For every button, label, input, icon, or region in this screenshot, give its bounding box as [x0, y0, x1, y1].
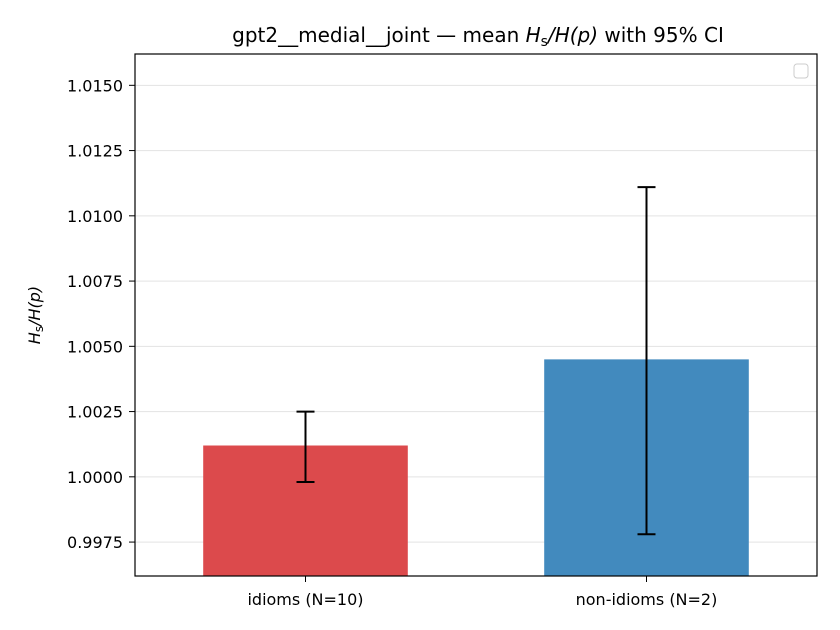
bars	[203, 359, 749, 576]
y-axis-label: Hs/H(p)	[25, 286, 46, 344]
y-tick-label: 0.9975	[67, 533, 123, 552]
error-bars	[296, 186, 656, 536]
x-axis-ticks: idioms (N=10) non-idioms (N=2)	[247, 576, 717, 609]
legend-frame	[793, 63, 809, 79]
y-axis-ticks: 0.9975 1.0000 1.0025 1.0050 1.0075 1.0100 1.01…	[67, 76, 135, 552]
y-tick-label: 1.0000	[67, 468, 123, 487]
plot-frame	[134, 53, 818, 577]
y-tick-label: 1.0125	[67, 142, 123, 161]
y-tick-label: 1.0075	[67, 272, 123, 291]
y-tick-label: 1.0100	[67, 207, 123, 226]
y-tick-label: 1.0050	[67, 337, 123, 356]
y-tick-label: 1.0025	[67, 403, 123, 422]
chart-title: gpt2__medial__joint — mean Hs/H(p) with …	[232, 23, 724, 50]
legend-box	[793, 63, 809, 79]
x-tick-label: idioms (N=10)	[247, 590, 363, 609]
y-tick-label: 1.0150	[67, 76, 123, 95]
x-tick-label: non-idioms (N=2)	[576, 590, 718, 609]
